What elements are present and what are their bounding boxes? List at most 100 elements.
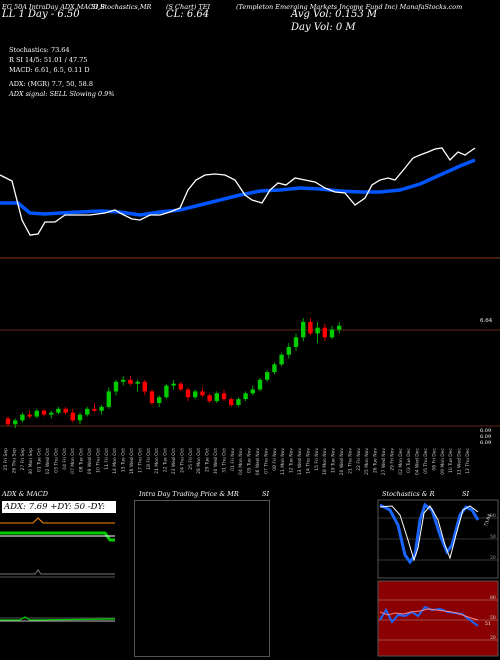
candle-body	[27, 414, 32, 417]
candle-body	[286, 346, 291, 355]
candle-body	[164, 385, 169, 398]
date-label: 20 Wed Nov	[339, 448, 345, 476]
date-label: 26 Tue Nov	[373, 448, 379, 473]
candle-body	[229, 399, 234, 405]
date-label: 05 Thu Dec	[423, 447, 429, 473]
price-label-lower-1: 6.09	[480, 428, 492, 434]
date-label: 29 Tue Oct	[205, 448, 211, 472]
adx-signal: ADX signal: SELL Slowing 0.9%	[9, 90, 115, 98]
date-label: 15 Tue Oct	[121, 448, 127, 472]
date-label: 16 Wed Oct	[129, 448, 135, 474]
rsi-value: 51	[485, 622, 491, 627]
candle-body	[337, 325, 342, 330]
date-label: 25 Fri Oct	[188, 448, 194, 470]
date-label: 28 Mon Oct	[196, 448, 202, 474]
date-label: 05 Tue Nov	[247, 448, 253, 473]
date-label: 11 Wed Dec	[457, 447, 463, 475]
rsi-box	[377, 580, 499, 657]
date-label: 30 Wed Oct	[213, 448, 219, 474]
stoch-level-50: 50	[490, 535, 496, 540]
ema-line	[0, 158, 476, 217]
candle-body	[63, 408, 68, 413]
candle-body	[221, 393, 227, 400]
date-label: 27 Fri Sep	[20, 448, 26, 471]
day-volume-label: Day Vol: 0 M	[291, 22, 356, 33]
candle-body	[106, 391, 111, 407]
date-label: 30 Mon Sep	[28, 448, 34, 475]
candle-body	[308, 321, 313, 334]
date-label: 06 Wed Nov	[255, 448, 261, 476]
intraday-panel-title-2: SI	[262, 490, 270, 498]
date-label: 22 Fri Nov	[356, 448, 362, 471]
indicator-info: Stochastics: 73.64 R SI 14/5: 51.01 / 47…	[9, 45, 114, 99]
date-label: 02 Wed Oct	[45, 448, 51, 474]
date-label: 26 Thu Sep	[11, 448, 17, 474]
adx-value-readout: ADX: 7.69 +DY: 50 -DY: 58.33	[2, 501, 116, 524]
candle-body	[193, 391, 198, 398]
date-label: 04 Fri Oct	[62, 448, 68, 470]
stoch-level-20: 20	[490, 556, 496, 561]
candle-body	[77, 414, 83, 421]
date-label: 18 Fri Oct	[146, 448, 152, 470]
adx-panel-title: ADX & MACD	[2, 490, 48, 498]
rsi-level-20: 20	[490, 636, 496, 641]
rsi-readout: R SI 14/5: 51.01 / 47.75	[9, 56, 88, 64]
date-label: 11 Mon Nov	[280, 448, 286, 475]
rsi-signal-line	[379, 608, 479, 621]
candle-body	[13, 420, 18, 425]
date-label: 09 Mon Dec	[440, 447, 446, 474]
header-line2-left: LL 1 Day - 6.50	[2, 9, 80, 20]
date-label: 11 Fri Oct	[104, 448, 110, 470]
candle-body	[92, 408, 97, 411]
date-label: 06 Fri Dec	[431, 447, 437, 470]
date-label: 10 Tue Dec	[448, 447, 454, 473]
candle-body	[56, 408, 61, 413]
date-label: 01 Tue Oct	[37, 448, 43, 472]
date-label: 02 Mon Dec	[398, 447, 404, 474]
intraday-panel-title: Intra Day Trading Price & MR	[139, 490, 239, 498]
date-axis: 25 Fri Sep 26 Thu Sep 27 Fri Sep 30 Mon Sep…	[3, 447, 471, 475]
date-label: 14 Mon Oct	[112, 448, 118, 474]
adx-readout-line: ADX: (MGR) 7.7, 50, 58.8	[9, 80, 94, 88]
date-label: 25 Mon Nov	[364, 448, 370, 475]
candle-body	[257, 379, 263, 390]
candle-body	[99, 406, 104, 411]
date-label: 23 Wed Oct	[171, 448, 177, 474]
header-line1-mid2: (S Chart) TEI	[166, 3, 211, 11]
candle-body	[113, 381, 119, 392]
date-label: 13 Wed Nov	[297, 448, 303, 476]
date-label: 03 Tue Dec	[406, 447, 412, 473]
header-line1-left: EG 50A IntraDay ADX,MACD,B	[2, 3, 105, 11]
candle-body	[41, 410, 47, 415]
candle-body	[171, 383, 176, 386]
candle-body	[243, 393, 248, 400]
date-label: 12 Thu Dec	[465, 447, 471, 473]
candle-body	[272, 364, 277, 373]
date-label: 27 Wed Nov	[381, 448, 387, 476]
candle-body	[315, 327, 320, 334]
price-line	[0, 147, 476, 236]
date-label: 03 Thu Oct	[53, 448, 59, 473]
date-label: 12 Tue Nov	[289, 448, 295, 473]
date-label: 15 Fri Nov	[314, 448, 320, 471]
candle-body	[301, 321, 306, 338]
candle-body	[329, 329, 335, 338]
date-label: 10 Thu Oct	[95, 448, 101, 473]
candle-body	[34, 410, 39, 417]
candle-body	[5, 418, 11, 425]
date-label: 07 Thu Nov	[263, 448, 269, 474]
candle-body	[250, 389, 255, 394]
candlestick-series	[5, 318, 342, 429]
date-label: 21 Thu Nov	[347, 448, 353, 474]
candle-body	[157, 397, 162, 404]
price-label-lower-3: 6.09	[480, 440, 492, 446]
date-label: 29 Fri Nov	[389, 448, 395, 471]
intraday-panel	[134, 500, 270, 657]
rsi-level-80: 80	[490, 596, 496, 601]
stochastics-panel-title-2: SI	[462, 490, 470, 498]
date-label: 07 Mon Oct	[70, 448, 76, 474]
stoch-d-line	[379, 505, 479, 562]
price-label-lower-2: 6.09	[480, 434, 492, 440]
